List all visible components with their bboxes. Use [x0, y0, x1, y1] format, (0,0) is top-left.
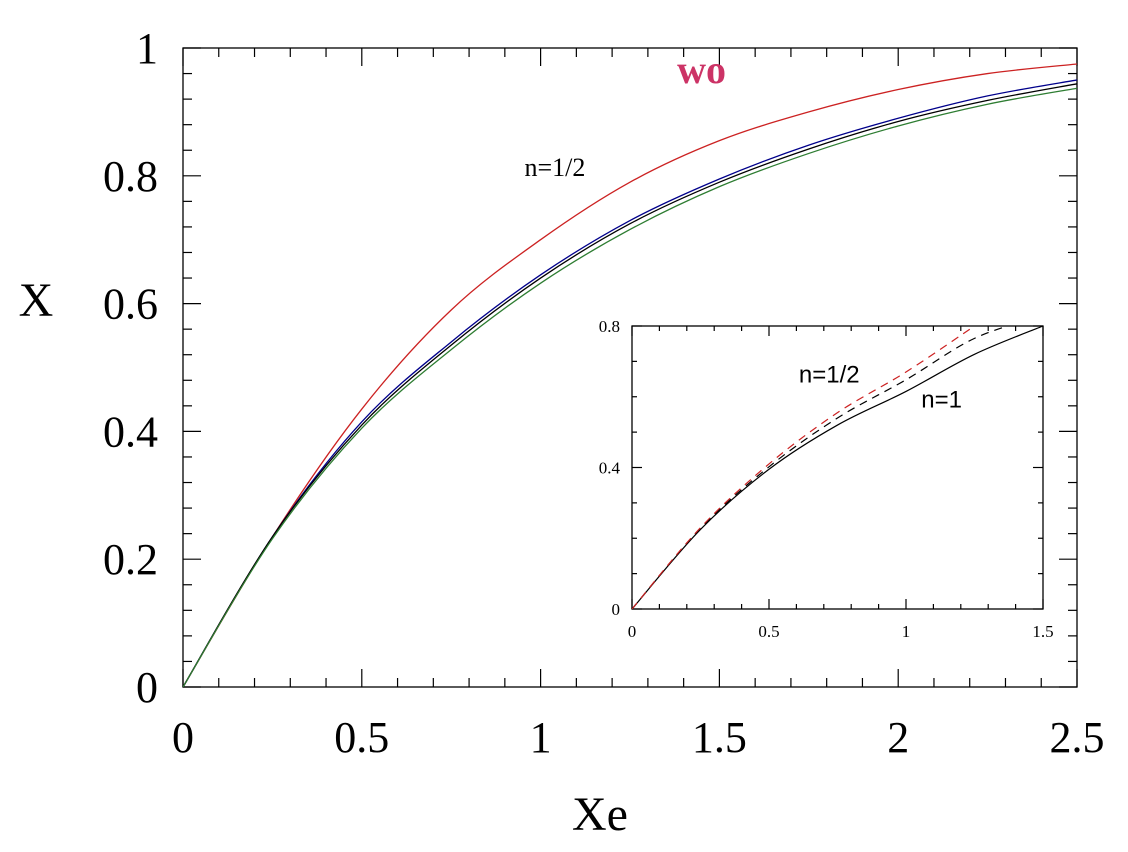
inset-annotation-2: n=1 — [921, 386, 962, 413]
main-x-tick-label: 1 — [530, 713, 552, 762]
main-series-line-3 — [183, 83, 1077, 687]
inset-y-tick-label: 0.4 — [599, 459, 621, 478]
main-x-tick-label: 1.5 — [692, 713, 747, 762]
main-x-tick-label: 2.5 — [1050, 713, 1105, 762]
inset-x-tick-label: 0 — [628, 622, 637, 641]
main-series-line-1 — [183, 63, 1077, 687]
main-y-tick-label: 0 — [136, 663, 158, 712]
inset-series-line-1 — [632, 326, 1043, 609]
inset-x-tick-label: 0.5 — [758, 622, 779, 641]
main-annotation-1: wo — [677, 47, 726, 92]
inset-annotation-1: n=1/2 — [799, 362, 860, 389]
inset-y-tick-label: 0.8 — [599, 317, 620, 336]
main-y-tick-label: 0.2 — [103, 535, 158, 584]
inset-x-tick-label: 1.5 — [1032, 622, 1053, 641]
inset-series-group — [632, 326, 1043, 609]
main-x-tick-label: 0.5 — [334, 713, 389, 762]
main-y-tick-label: 1 — [136, 24, 158, 73]
inset-series-line-3 — [632, 326, 975, 609]
main-x-axis-title: Xe — [572, 788, 628, 841]
main-series-line-4 — [183, 87, 1077, 687]
main-x-tick-label: 2 — [887, 713, 909, 762]
main-plot-frame — [182, 47, 1078, 688]
main-annotation-2: n=1/2 — [524, 153, 585, 182]
main-y-tick-label: 0.6 — [103, 280, 158, 329]
inset-plot: 0 0.5 1 1.5 0 0.4 0.8 n=1/2 n=1 — [599, 317, 1054, 641]
inset-background — [632, 326, 1043, 609]
main-y-tick-label: 0.8 — [103, 152, 158, 201]
main-y-axis-title: X — [19, 274, 54, 327]
inset-x-tick-label: 1 — [902, 622, 911, 641]
inset-y-tick-label: 0 — [612, 600, 621, 619]
main-plot: 0 0.5 1 1.5 2 2.5 0 0.2 0.4 0.6 0.8 1 Xe Xwo n=1/2 — [19, 24, 1105, 841]
main-y-tick-label: 0.4 — [103, 407, 158, 456]
main-series-group — [183, 63, 1077, 687]
main-x-tick-label: 0 — [172, 713, 194, 762]
